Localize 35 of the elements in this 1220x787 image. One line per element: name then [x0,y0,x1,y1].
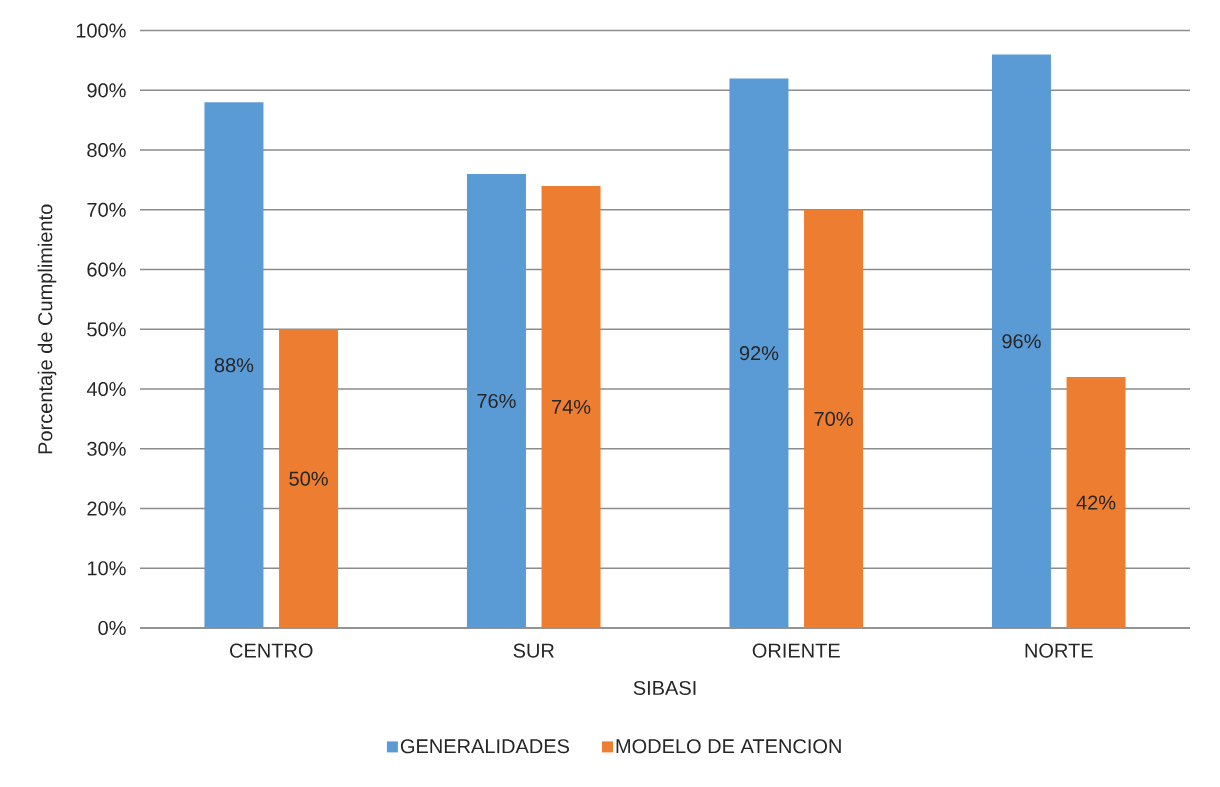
bar [1066,377,1126,628]
bar [729,78,789,628]
legend-label: MODELO DE ATENCION [616,739,841,754]
bar [204,102,264,628]
data-label: 92% [739,346,779,361]
data-label: 70% [814,411,853,426]
y-axis-title: Porcentaje de Cumplimiento [37,204,57,454]
data-label: 76% [477,393,516,409]
bar [804,209,864,628]
y-tick-label: 80% [87,143,126,158]
y-tick-label: 40% [86,381,126,397]
y-tick-label: 20% [87,501,126,516]
data-label: 96% [1002,334,1041,349]
y-tick-label: 100% [76,23,126,38]
legend-label: GENERALIDADES [400,739,570,754]
y-tick-label: 90% [87,83,126,98]
x-tick-label: ORIENTE [752,643,840,658]
bar [279,329,339,628]
y-tick-label: 60% [87,262,126,277]
bar [991,54,1051,628]
data-label: 50% [289,471,328,486]
x-tick-label: CENTRO [230,643,313,658]
bar [466,173,526,628]
y-tick-label: 10% [87,561,126,576]
y-tick-label: 30% [87,441,126,456]
x-tick-label: NORTE [1025,643,1093,658]
data-label: 74% [552,399,591,414]
data-label: 88% [214,358,254,373]
bar [541,185,601,628]
y-tick-label: 50% [87,322,126,337]
x-axis-title: SIBASI [633,680,696,696]
data-label: 42% [1076,495,1116,510]
x-tick-label: SUR [513,643,554,658]
y-tick-label: 70% [87,202,126,217]
y-tick-label: 0% [98,620,126,636]
